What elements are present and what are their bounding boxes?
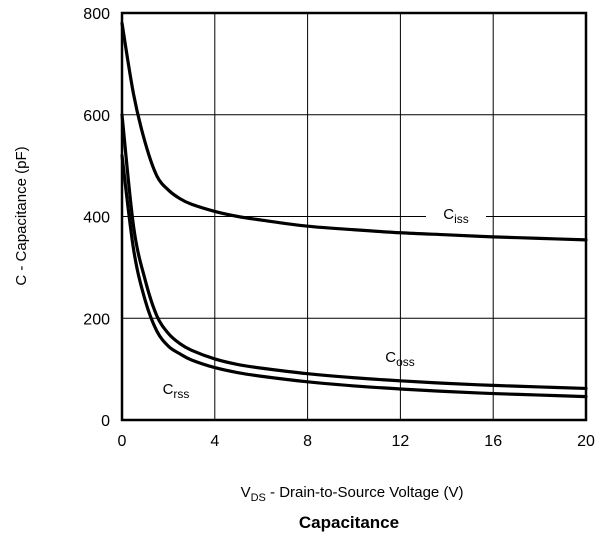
grid <box>122 13 586 420</box>
series-label-oss: Coss <box>385 349 415 369</box>
x-tick-label: 12 <box>392 433 410 450</box>
x-tick-label: 8 <box>303 433 312 450</box>
series-labels: Ciss Coss Crss <box>163 203 486 401</box>
x-tick-label: 16 <box>484 433 502 450</box>
y-tick-label: 800 <box>83 6 110 23</box>
y-tick-label: 200 <box>83 311 110 328</box>
x-tick-labels: 0 4 8 12 16 20 <box>118 433 595 450</box>
series-group <box>120 21 588 399</box>
x-tick-label: 20 <box>577 433 595 450</box>
y-tick-label: 0 <box>101 413 110 430</box>
series-line-iss <box>120 21 588 242</box>
x-tick-label: 0 <box>118 433 127 450</box>
x-tick-label: 4 <box>210 433 219 450</box>
series-label-iss: Ciss <box>443 206 469 226</box>
y-axis-label: C - Capacitance (pF) <box>13 146 30 285</box>
y-tick-labels: 0 200 400 600 800 <box>83 6 110 430</box>
series-label-background <box>426 203 486 225</box>
x-axis-label: VDS - Drain-to-Source Voltage (V) <box>241 484 464 504</box>
y-tick-label: 600 <box>83 108 110 125</box>
series-line-rss <box>120 153 588 399</box>
series-line-oss <box>120 113 588 391</box>
series-label-rss: Crss <box>163 381 190 401</box>
y-tick-label: 400 <box>83 210 110 227</box>
chart-title: Capacitance <box>299 513 399 532</box>
plot-frame <box>120 11 588 422</box>
